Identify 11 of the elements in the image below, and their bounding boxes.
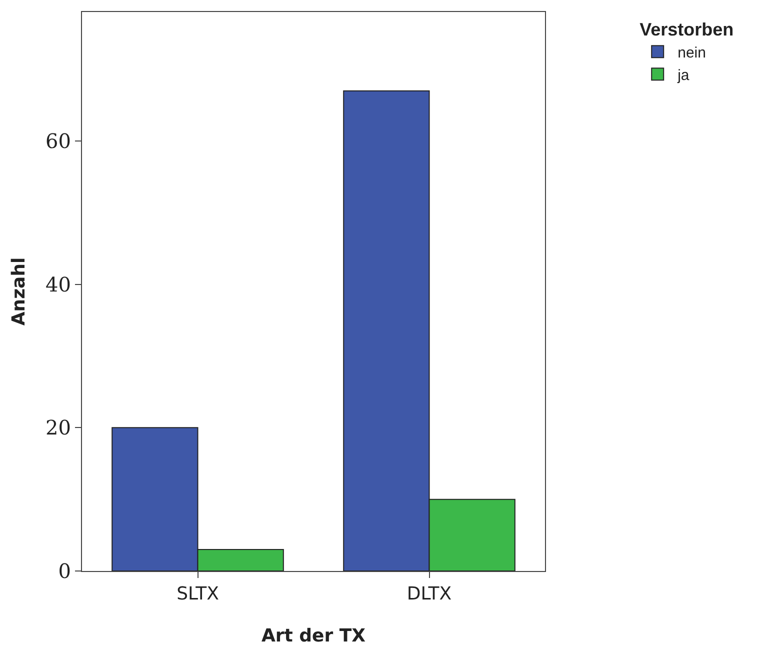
y-tick-label: 0 bbox=[58, 559, 71, 583]
legend-label: ja bbox=[676, 67, 690, 84]
y-axis-title: Anzahl bbox=[8, 257, 30, 326]
x-tick-label: DLTX bbox=[406, 584, 452, 605]
legend-title: Verstorben bbox=[640, 19, 734, 40]
y-tick-label: 60 bbox=[46, 129, 71, 153]
x-tick-label: SLTX bbox=[176, 584, 219, 605]
y-tick-label: 20 bbox=[46, 416, 71, 440]
y-tick-label: 40 bbox=[46, 272, 71, 296]
legend-label: nein bbox=[678, 44, 706, 62]
x-axis-title: Art der TX bbox=[261, 626, 366, 647]
